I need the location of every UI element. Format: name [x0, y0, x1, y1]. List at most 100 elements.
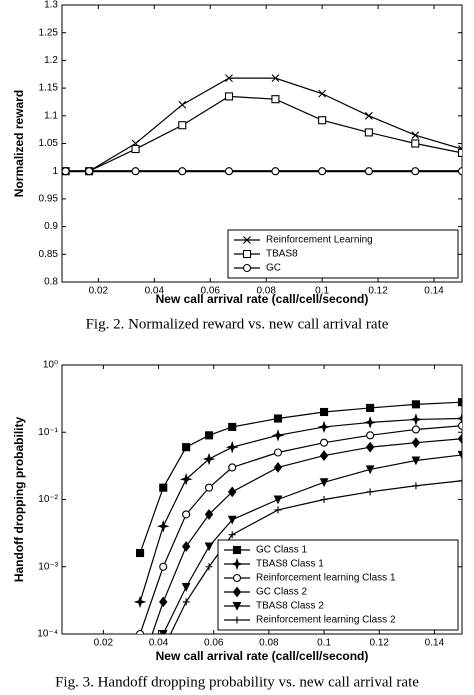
marker — [158, 629, 168, 634]
marker — [318, 89, 327, 98]
marker — [412, 482, 420, 490]
x-tick-label: 0.14 — [425, 638, 445, 649]
marker — [178, 167, 187, 176]
marker — [364, 111, 373, 120]
marker — [366, 403, 375, 412]
marker — [242, 249, 252, 259]
x-tick-label: 0.04 — [145, 286, 165, 297]
y-axis-label: Handoff dropping probability — [12, 417, 26, 583]
caption: Fig. 3. Handoff dropping probability vs.… — [55, 674, 419, 690]
marker — [137, 665, 144, 674]
marker — [182, 443, 191, 452]
legend-label: Reinforcement Learning — [266, 235, 373, 246]
marker — [204, 542, 214, 552]
marker — [457, 148, 462, 157]
marker — [230, 557, 244, 571]
marker — [365, 441, 375, 453]
series-line — [162, 454, 462, 634]
marker — [455, 412, 462, 425]
marker — [271, 429, 285, 442]
marker — [320, 438, 329, 447]
x-tick-label: 0.04 — [149, 638, 169, 649]
marker — [182, 510, 191, 519]
series-line — [151, 438, 462, 634]
marker — [457, 421, 462, 430]
caption: Fig. 2. Normalized reward vs. new call a… — [86, 316, 389, 332]
marker — [242, 263, 252, 273]
x-tick-label: 0.12 — [368, 286, 388, 297]
marker — [202, 452, 216, 466]
marker — [271, 167, 280, 176]
marker — [319, 478, 329, 488]
x-axis-label: New call arrival rate (call/cell/second) — [156, 292, 369, 306]
marker — [273, 448, 283, 457]
marker — [365, 465, 375, 475]
y-axis-label: Normalized reward — [12, 90, 26, 197]
marker — [271, 74, 280, 83]
marker — [159, 596, 168, 608]
legend-label: GC — [266, 263, 281, 274]
y-tick-label: 10⁻⁴ — [37, 629, 58, 640]
y-tick-label: 10⁻² — [38, 494, 58, 505]
marker — [182, 598, 190, 606]
marker — [411, 139, 420, 148]
series-line — [65, 77, 462, 172]
marker — [271, 95, 280, 104]
y-tick-label: 10⁰ — [43, 360, 58, 371]
legend-label: Reinforcement learning Class 1 — [256, 573, 396, 584]
marker — [225, 440, 239, 454]
marker — [227, 515, 237, 525]
series-line — [139, 425, 462, 634]
marker — [409, 413, 423, 426]
marker — [274, 506, 282, 514]
x-tick-label: 0.1 — [315, 286, 329, 297]
marker — [228, 486, 237, 498]
y-tick-label: 1.25 — [39, 27, 59, 38]
series-line — [139, 417, 462, 603]
y-tick-label: 1.1 — [44, 110, 58, 121]
marker — [318, 167, 327, 176]
legend-label: TBAS8 Class 1 — [256, 559, 324, 570]
marker — [457, 167, 462, 176]
marker — [411, 437, 421, 449]
marker — [178, 100, 187, 109]
marker — [178, 121, 187, 130]
plot-area — [62, 74, 462, 176]
x-axis-label: New call arrival rate (call/cell/second) — [156, 649, 369, 663]
marker — [228, 531, 236, 539]
marker — [243, 236, 251, 244]
marker — [228, 422, 237, 431]
marker — [320, 407, 329, 417]
marker — [232, 601, 242, 611]
legend-label: TBAS8 Class 2 — [256, 601, 324, 612]
series-line — [139, 401, 462, 554]
y-tick-label: 10⁻¹ — [38, 427, 58, 438]
marker — [181, 582, 191, 592]
marker — [85, 167, 94, 176]
marker — [204, 509, 214, 520]
marker — [273, 495, 283, 505]
y-tick-label: 1.05 — [39, 138, 59, 149]
legend-box — [217, 539, 459, 631]
y-tick-label: 1.2 — [44, 55, 58, 66]
x-tick-label: 0.12 — [370, 638, 390, 649]
marker — [364, 128, 373, 137]
marker — [411, 131, 420, 140]
x-tick-label: 0.14 — [424, 286, 444, 297]
marker — [224, 167, 234, 176]
y-tick-label: 0.95 — [39, 194, 59, 205]
marker — [225, 74, 233, 83]
x-tick-label: 0.02 — [94, 638, 114, 649]
marker — [233, 616, 241, 624]
marker — [320, 496, 328, 503]
legend-label: GC Class 1 — [256, 545, 308, 556]
marker — [232, 573, 242, 583]
marker — [411, 167, 420, 176]
marker — [205, 563, 213, 571]
marker — [136, 629, 145, 634]
y-tick-label: 1.3 — [44, 0, 58, 11]
marker — [181, 541, 191, 552]
x-tick-label: 0.06 — [204, 638, 224, 649]
x-tick-label: 0.06 — [201, 286, 221, 297]
